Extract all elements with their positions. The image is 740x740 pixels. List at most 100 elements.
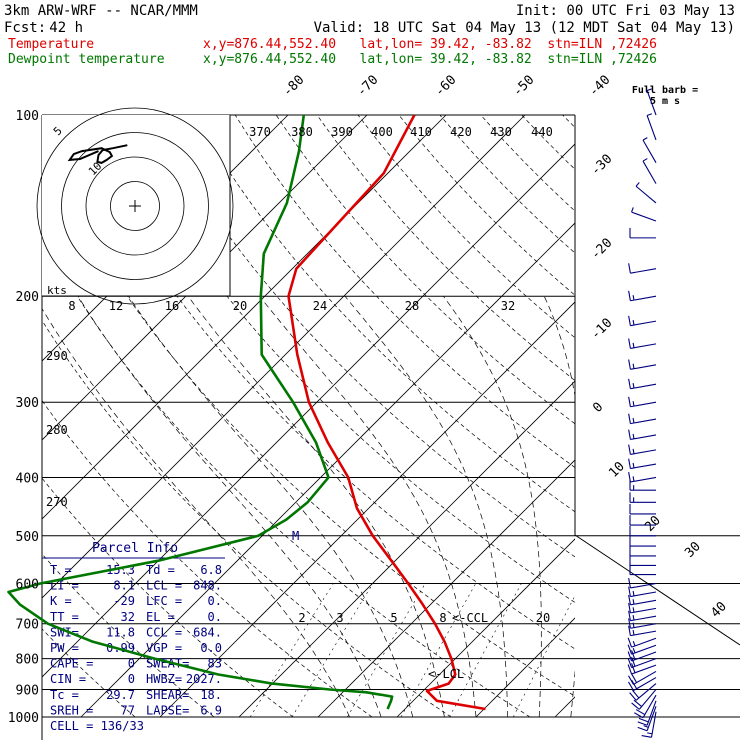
wind-barb [642,137,657,163]
parcel-info-cell: 6.9 [200,703,222,717]
speed-axis-label: 20 [233,299,247,313]
pressure-label: 800 [16,653,39,668]
wind-barb [637,700,657,726]
m-marker: M [292,529,299,543]
isotherm-line [80,222,575,718]
mixing-ratio-line [400,583,477,718]
mixing-ratio-line [513,595,575,718]
wind-barb [628,472,657,483]
theta-label: 390 [331,125,353,139]
speed-axis-label: 16 [165,299,179,313]
parcel-info-cell: K = [50,594,72,608]
wind-barb [641,711,657,738]
ccl-marker: <-CCL [452,611,488,625]
isotherm-label: -40 [586,73,613,100]
wind-barb [628,458,657,470]
wind-barb [629,515,656,526]
wind-barb [629,536,656,547]
parcel-info-cell: HWBZ= [146,672,182,686]
temperature-legend: Temperature [8,37,94,52]
theta-label: 430 [490,125,512,139]
dry-adiabat-line [316,115,575,382]
mixing-ratio-line [449,583,522,718]
wind-barb [635,182,657,204]
pressure-label: 400 [16,471,39,486]
isotherm-line [317,459,575,718]
wind-barb [628,444,657,455]
parcel-info-cell: 77 [121,703,135,717]
isotherm-label: 40 [708,599,730,621]
wind-barb [629,564,656,576]
pressure-label: 300 [16,396,39,411]
wind-barb [628,670,657,685]
dry-adiabat-line [42,628,136,718]
wind-barb [628,586,657,598]
wind-barb [629,555,656,566]
lcl-marker: <-LCL [428,667,464,681]
theta-label: 410 [410,125,432,139]
isotherm-label: 20 [642,513,664,535]
wind-barb [628,290,657,302]
isotherm-line [634,115,740,717]
parcel-info-cell: 0 [128,672,135,686]
isotherm-label: -20 [588,236,615,263]
speed-axis-label: 28 [405,299,419,313]
parcel-info-cell: 2027. [186,672,222,686]
speed-axis-label: 12 [109,299,123,313]
dry-adiabat-line [193,115,575,513]
dry-adiabat-line [42,319,452,718]
parcel-info-cell: 32 [121,610,135,624]
parcel-info-cell: 11.8 [106,625,135,639]
wind-barb [642,158,657,184]
mixing-ratio-line [249,583,334,718]
wind-barb [628,594,657,606]
parcel-info-cell: CCL = [146,625,182,639]
header: 3km ARW-WRF -- NCAR/MMM Init: 00 UTC Fri… [4,3,735,67]
dewpoint-profile [7,115,394,710]
isotherm-label: -50 [510,73,537,100]
wind-barb [646,88,657,116]
dry-adiabat-line [521,115,575,170]
parcel-info-cell: 0. [208,594,222,608]
parcel-info-cell: PW = [50,641,79,655]
isotherm-line [42,143,575,678]
dry-adiabat-line [234,115,575,468]
hodograph-ring [110,181,160,231]
moist-adiabat-line [187,295,445,718]
dry-adiabat-line [42,553,215,718]
isotherm-line [396,538,575,718]
valid-time: Valid: 18 UTC Sat 04 May 13 (12 MDT Sat … [314,20,735,36]
moist-adiabat-line [259,295,477,718]
parcel-info-cell: 8.1 [113,579,135,593]
dry-adiabat-line [604,115,740,717]
parcel-info-cell: T = [50,563,72,577]
parcel-info-cell: 29.7 [106,688,135,702]
wind-barb [627,637,657,648]
wind-barb [634,694,657,719]
full-barb-legend: Full barb = [632,85,698,96]
dewpoint-legend: Dewpoint temperature [8,52,165,67]
parcel-info-cell: 83 [208,657,222,671]
hodograph-ring [61,132,209,280]
speed-axis-label: 24 [313,299,327,313]
mixing-ratio-line [347,583,426,718]
isotherm-label: 10 [606,459,628,481]
parcel-info-cell: LI = [50,579,79,593]
dry-adiabat-line [357,115,575,339]
hodograph-ring [85,156,185,256]
theta-label-lower: 270 [46,495,68,509]
wind-barb [627,650,657,662]
init-time: Init: 00 UTC Fri 03 May 13 [516,3,735,19]
parcel-info-cell: LAPSE= [146,703,189,717]
pressure-label: 1000 [8,711,39,726]
theta-label-lower: 280 [46,423,68,437]
mixing-ratio-label: 8 [439,611,446,625]
model-title: 3km ARW-WRF -- NCAR/MMM [4,3,198,19]
parcel-info-cell: LFC = [146,594,182,608]
wind-barb [628,396,657,408]
isotherm-line [42,115,368,441]
parcel-info-cell: VGP = [146,641,182,655]
pressure-label: 100 [16,109,39,124]
